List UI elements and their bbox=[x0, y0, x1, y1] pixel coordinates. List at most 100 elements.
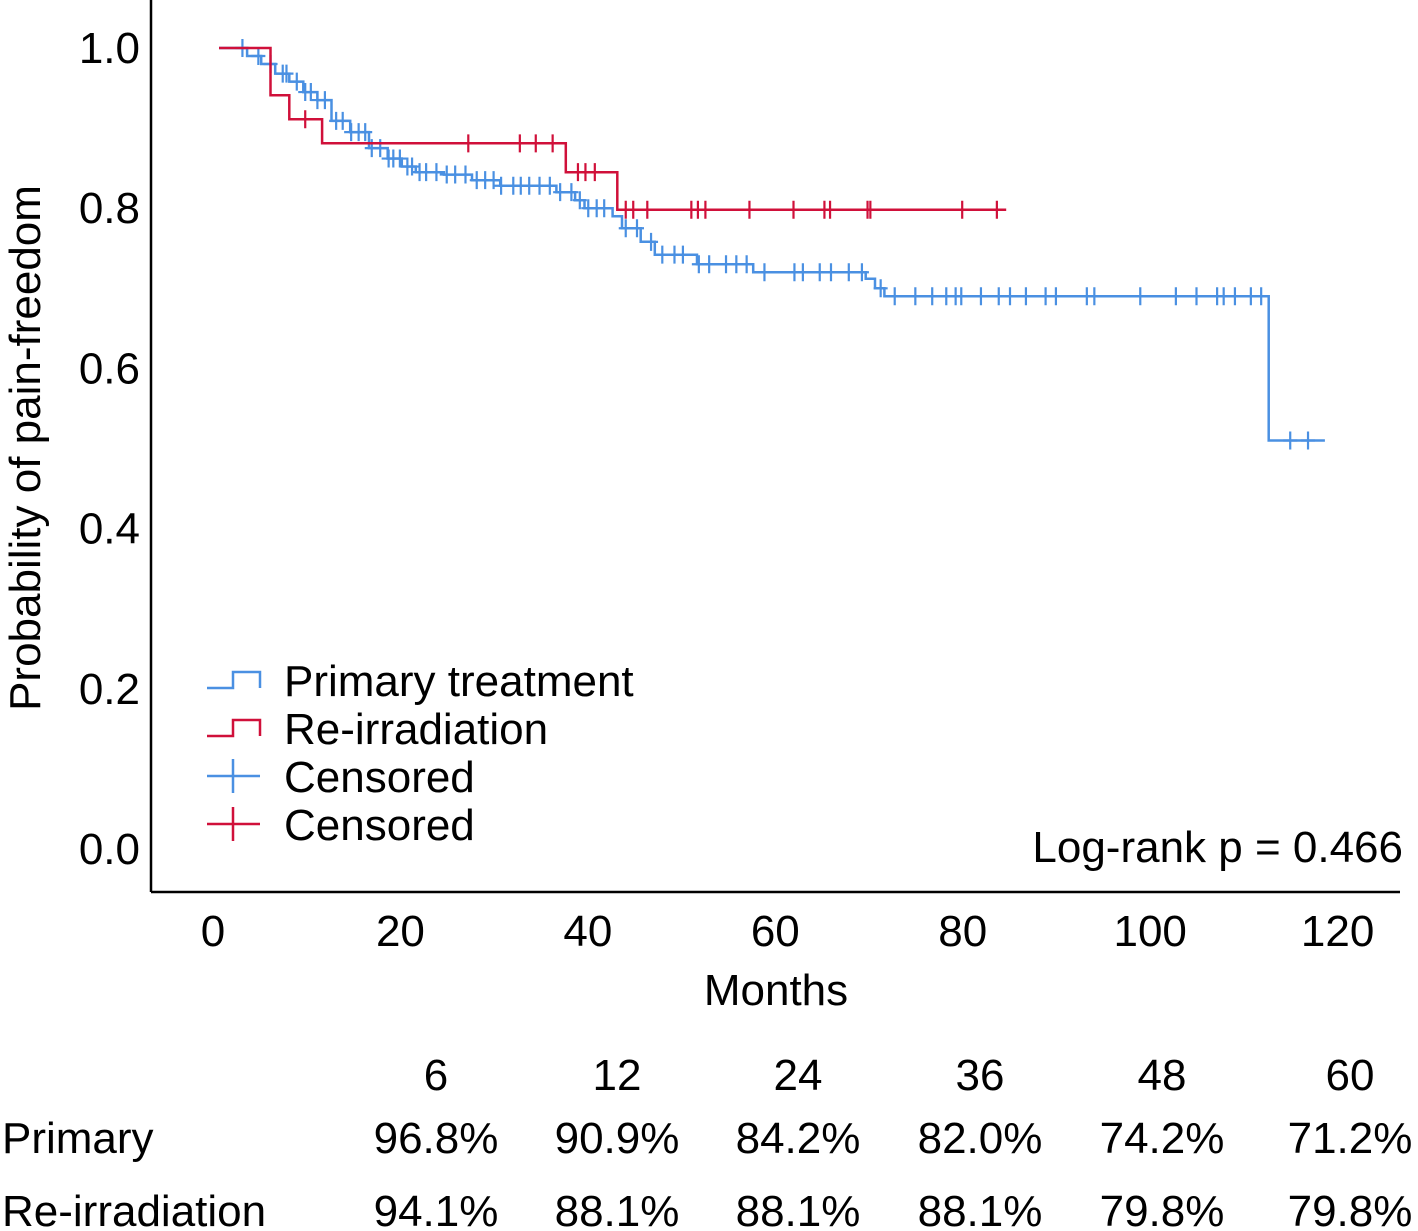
censor-mark-primary-treatment bbox=[1018, 287, 1033, 306]
censor-mark-primary-treatment bbox=[251, 47, 266, 66]
table-header-cell: 24 bbox=[774, 1051, 823, 1100]
censor-mark-primary-treatment bbox=[644, 232, 659, 251]
legend-item: Censored bbox=[207, 801, 475, 850]
legend-item: Re-irradiation bbox=[207, 705, 548, 754]
censor-mark-primary-treatment bbox=[405, 157, 420, 176]
table-row-label: Re-irradiation bbox=[2, 1187, 266, 1231]
logrank-annotation: Log-rank p = 0.466 bbox=[1032, 823, 1403, 872]
plot-area bbox=[219, 39, 1325, 450]
censor-mark-primary-treatment bbox=[373, 139, 388, 158]
censor-mark-primary-treatment bbox=[1189, 287, 1204, 306]
censor-mark-primary-treatment bbox=[1227, 287, 1242, 306]
censor-mark-re-irradiation bbox=[742, 200, 757, 219]
x-tick-label: 0 bbox=[201, 907, 225, 956]
table-header-cell: 6 bbox=[424, 1051, 448, 1100]
table-header-cell: 36 bbox=[956, 1051, 1005, 1100]
y-tick-label: 0.2 bbox=[79, 665, 140, 714]
censor-mark-primary-treatment bbox=[739, 255, 754, 274]
censor-mark-re-irradiation bbox=[955, 200, 970, 219]
legend-censor-swatch bbox=[207, 807, 260, 841]
censor-mark-primary-treatment bbox=[1301, 431, 1316, 450]
censor-mark-re-irradiation bbox=[512, 134, 527, 153]
censor-mark-primary-treatment bbox=[303, 83, 318, 102]
legend-label: Censored bbox=[284, 753, 475, 802]
axes bbox=[149, 0, 1400, 894]
censor-mark-primary-treatment bbox=[841, 263, 856, 282]
censor-mark-primary-treatment bbox=[335, 111, 350, 130]
censor-mark-re-irradiation bbox=[298, 110, 313, 129]
legend-censor-swatch bbox=[207, 759, 260, 793]
censor-mark-primary-treatment bbox=[494, 176, 509, 195]
legend-item: Primary treatment bbox=[207, 657, 634, 706]
x-tick-label: 60 bbox=[751, 907, 800, 956]
table-cell: 88.1% bbox=[555, 1187, 680, 1231]
censor-mark-re-irradiation bbox=[989, 200, 1004, 219]
table-cell: 71.2% bbox=[1288, 1114, 1413, 1163]
censor-mark-primary-treatment bbox=[973, 287, 988, 306]
censor-mark-primary-treatment bbox=[908, 287, 923, 306]
legend-label: Re-irradiation bbox=[284, 705, 548, 754]
censor-mark-primary-treatment bbox=[655, 245, 670, 264]
y-tick-label: 0.4 bbox=[79, 505, 140, 554]
censor-mark-primary-treatment bbox=[873, 279, 888, 298]
x-tick-label: 40 bbox=[563, 907, 612, 956]
table-cell: 84.2% bbox=[736, 1114, 861, 1163]
table-cell: 90.9% bbox=[555, 1114, 680, 1163]
censor-mark-primary-treatment bbox=[1003, 287, 1017, 306]
curve-re-irradiation bbox=[219, 46, 1007, 212]
censor-mark-primary-treatment bbox=[675, 245, 690, 264]
censor-mark-primary-treatment bbox=[317, 91, 332, 110]
censor-mark-primary-treatment bbox=[1283, 431, 1298, 450]
table-cell: 88.1% bbox=[918, 1187, 1043, 1231]
table-cell: 82.0% bbox=[918, 1114, 1043, 1163]
legend-step-swatch bbox=[207, 718, 262, 738]
censor-mark-primary-treatment bbox=[702, 255, 717, 274]
censor-mark-primary-treatment bbox=[542, 176, 557, 195]
censor-mark-re-irradiation bbox=[587, 163, 602, 182]
censor-mark-primary-treatment bbox=[458, 165, 473, 184]
censor-mark-primary-treatment bbox=[629, 219, 644, 238]
table-row-label: Primary bbox=[2, 1114, 154, 1163]
censor-mark-primary-treatment bbox=[1048, 287, 1063, 306]
censor-mark-primary-treatment bbox=[1168, 287, 1183, 306]
censor-mark-primary-treatment bbox=[954, 287, 969, 306]
x-axis-title: Months bbox=[704, 966, 848, 1015]
censor-mark-primary-treatment bbox=[289, 72, 304, 91]
curve-primary-treatment bbox=[219, 46, 1325, 442]
table-header-cell: 12 bbox=[593, 1051, 642, 1100]
censor-mark-re-irradiation bbox=[786, 200, 801, 219]
y-tick-label: 0.0 bbox=[79, 825, 140, 874]
x-tick-label: 80 bbox=[938, 907, 987, 956]
censor-mark-re-irradiation bbox=[528, 134, 543, 153]
censor-mark-primary-treatment bbox=[1133, 287, 1148, 306]
censor-mark-primary-treatment bbox=[392, 149, 407, 168]
censor-mark-re-irradiation bbox=[823, 200, 838, 219]
legend-label: Censored bbox=[284, 801, 475, 850]
table-header-cell: 48 bbox=[1138, 1051, 1187, 1100]
x-tick-label: 120 bbox=[1301, 907, 1374, 956]
y-tick-label: 0.6 bbox=[79, 344, 140, 393]
censor-mark-re-irradiation bbox=[545, 134, 560, 153]
table-cell: 88.1% bbox=[736, 1187, 861, 1231]
x-tick-label: 20 bbox=[376, 907, 425, 956]
y-tick-label: 1.0 bbox=[79, 24, 140, 73]
table-cell: 94.1% bbox=[374, 1187, 499, 1231]
censor-mark-primary-treatment bbox=[1087, 287, 1102, 306]
censor-mark-primary-treatment bbox=[795, 263, 810, 282]
legend: Primary treatmentRe-irradiationCensoredC… bbox=[207, 657, 634, 850]
table-cell: 74.2% bbox=[1100, 1114, 1225, 1163]
legend-label: Primary treatment bbox=[284, 657, 634, 706]
x-tick-labels: 0 20 40 60 80 100 120 bbox=[201, 907, 1375, 956]
censor-mark-primary-treatment bbox=[279, 64, 294, 83]
legend-item: Censored bbox=[207, 753, 475, 802]
censor-mark-primary-treatment bbox=[486, 171, 501, 190]
censor-mark-re-irradiation bbox=[698, 200, 713, 219]
censor-mark-primary-treatment bbox=[564, 183, 579, 202]
censor-mark-primary-treatment bbox=[854, 263, 869, 282]
survival-table: 6 12 24 36 48 60 Primary 96.8% 90.9% 84.2% 82.0% 74… bbox=[2, 1051, 1412, 1231]
legend-step-swatch bbox=[207, 670, 262, 690]
y-tick-labels: 0.0 0.2 0.4 0.6 0.8 1.0 bbox=[79, 24, 140, 874]
censor-mark-primary-treatment bbox=[429, 163, 444, 182]
censor-mark-primary-treatment bbox=[887, 287, 902, 306]
